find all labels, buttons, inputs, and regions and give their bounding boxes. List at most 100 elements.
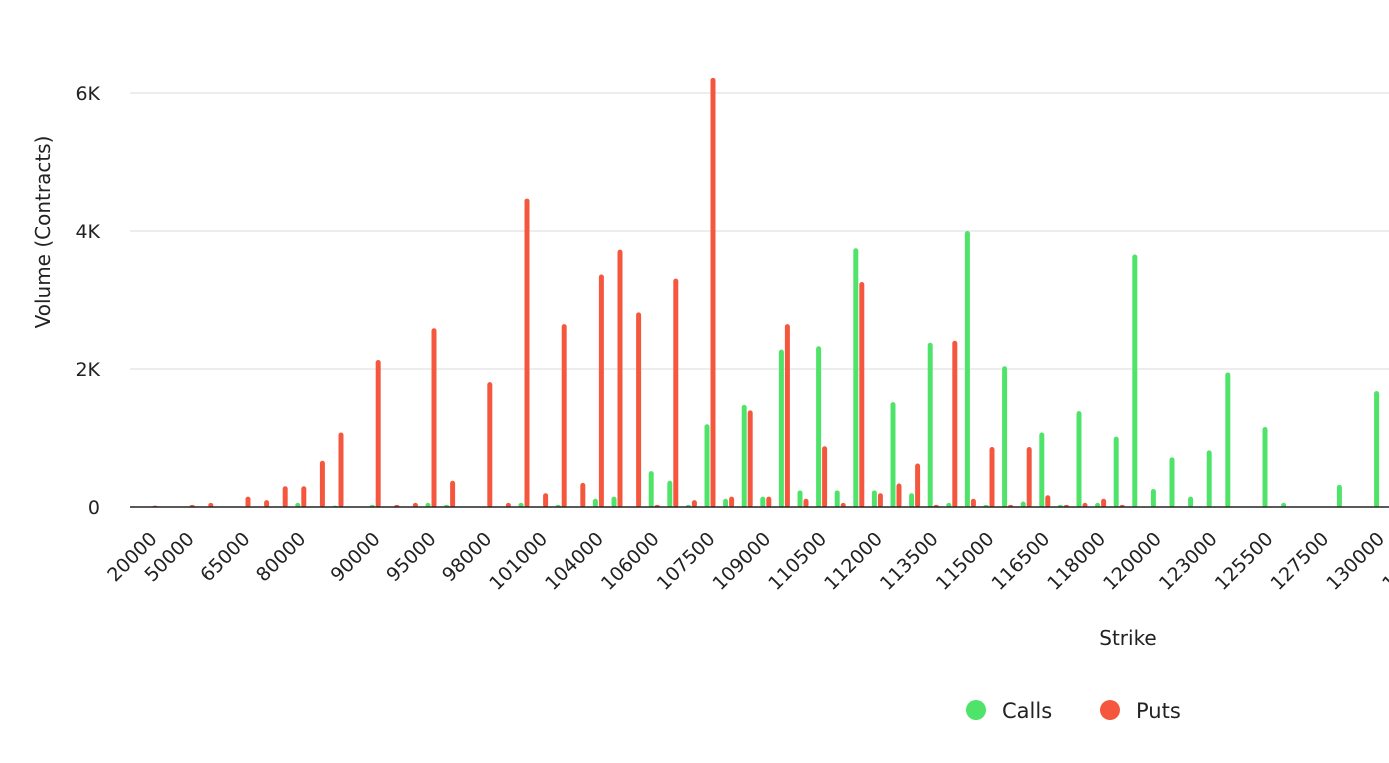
calls-bar[interactable] <box>871 490 877 508</box>
calls-bar[interactable] <box>927 342 933 508</box>
y-tick-label: 2K <box>75 359 100 381</box>
calls-bar[interactable] <box>611 496 617 508</box>
calls-bar[interactable] <box>1206 450 1212 508</box>
puts-bar[interactable] <box>301 486 307 508</box>
puts-bar[interactable] <box>989 446 995 508</box>
calls-bar[interactable] <box>1020 501 1026 508</box>
calls-bar[interactable] <box>834 490 840 508</box>
puts-bar[interactable] <box>524 198 530 508</box>
y-tick-labels: 0 2K 4K 6K <box>75 83 100 519</box>
x-tick-label: 65000 <box>196 528 254 586</box>
puts-bar[interactable] <box>450 480 456 508</box>
puts-bar[interactable] <box>673 278 679 508</box>
puts-bar[interactable] <box>970 498 976 508</box>
calls-bar[interactable] <box>1169 457 1175 508</box>
puts-bar[interactable] <box>598 274 604 508</box>
y-tick-label: 0 <box>88 497 100 519</box>
calls-bar[interactable] <box>853 248 859 508</box>
calls-bar[interactable] <box>1262 426 1268 508</box>
puts-bar[interactable] <box>784 324 790 508</box>
puts-bar[interactable] <box>636 312 642 508</box>
puts-bar[interactable] <box>319 460 325 508</box>
x-axis-title: Strike <box>1099 626 1157 650</box>
x-tick-label: 90000 <box>326 528 384 586</box>
puts-bar[interactable] <box>710 77 716 508</box>
puts-bar[interactable] <box>543 493 549 508</box>
puts-bar[interactable] <box>1026 446 1032 508</box>
puts-bar[interactable] <box>1045 495 1051 508</box>
calls-bar[interactable] <box>704 424 710 508</box>
puts-bar[interactable] <box>915 463 921 508</box>
x-tick-label: 109000 <box>708 528 775 595</box>
calls-bar[interactable] <box>1002 366 1008 508</box>
legend-item-puts[interactable]: Puts <box>1100 699 1181 723</box>
calls-bar[interactable] <box>1374 391 1380 508</box>
puts-bar[interactable] <box>822 446 828 508</box>
puts-bar[interactable] <box>691 500 697 508</box>
puts-bar[interactable] <box>245 496 251 508</box>
puts-bar[interactable] <box>859 282 865 508</box>
puts-legend-label: Puts <box>1136 699 1181 723</box>
puts-bar[interactable] <box>617 249 623 508</box>
puts-bar[interactable] <box>729 496 735 508</box>
x-tick-label: 112000 <box>820 528 887 595</box>
x-tick-label: 95000 <box>382 528 440 586</box>
calls-bar[interactable] <box>964 231 970 508</box>
puts-bar[interactable] <box>803 498 809 508</box>
puts-bar[interactable] <box>264 500 270 508</box>
calls-bar[interactable] <box>890 402 896 508</box>
x-tick-label: 120000 <box>1099 528 1166 595</box>
x-tick-label: 115000 <box>932 528 999 595</box>
calls-bar[interactable] <box>1113 436 1119 508</box>
puts-bar[interactable] <box>375 360 381 508</box>
x-tick-label: 118000 <box>1043 528 1110 595</box>
puts-bar[interactable] <box>766 496 772 508</box>
gridlines <box>130 92 1389 370</box>
calls-bar[interactable] <box>667 480 673 508</box>
x-tick-label: 123000 <box>1155 528 1222 595</box>
puts-bar[interactable] <box>487 382 493 508</box>
x-tick-label: 80000 <box>252 528 310 586</box>
calls-bar[interactable] <box>741 404 747 508</box>
x-tick-label: 107500 <box>653 528 720 595</box>
calls-bar[interactable] <box>1039 432 1045 508</box>
calls-bar[interactable] <box>909 493 915 508</box>
x-tick-label: 110500 <box>764 528 831 595</box>
calls-legend-label: Calls <box>1002 699 1052 723</box>
puts-bar[interactable] <box>580 482 586 508</box>
calls-bar[interactable] <box>1188 496 1194 508</box>
calls-bar[interactable] <box>816 346 822 508</box>
puts-bar[interactable] <box>952 340 958 508</box>
puts-bar[interactable] <box>896 483 902 508</box>
puts-bar[interactable] <box>561 324 567 508</box>
calls-bar[interactable] <box>778 349 784 508</box>
calls-bar[interactable] <box>592 498 598 508</box>
calls-bar[interactable] <box>1336 484 1342 508</box>
x-tick-label: 127500 <box>1266 528 1333 595</box>
puts-bar[interactable] <box>877 493 883 508</box>
x-tick-label: 113500 <box>876 528 943 595</box>
x-tick-label: 125500 <box>1211 528 1278 595</box>
calls-bar[interactable] <box>797 490 803 508</box>
puts-bar[interactable] <box>747 410 753 508</box>
puts-bar[interactable] <box>338 432 344 508</box>
calls-legend-dot <box>966 700 986 720</box>
calls-bar[interactable] <box>648 471 654 508</box>
calls-bar[interactable] <box>1076 411 1082 508</box>
x-tick-label: 116500 <box>987 528 1054 595</box>
calls-bar[interactable] <box>1225 372 1231 508</box>
calls-bar[interactable] <box>723 498 729 508</box>
calls-bar[interactable] <box>1132 254 1138 508</box>
puts-bar[interactable] <box>431 328 437 508</box>
calls-bar[interactable] <box>760 496 766 508</box>
x-tick-label: 104000 <box>541 528 608 595</box>
x-tick-label: 106000 <box>597 528 664 595</box>
legend: Calls Puts <box>966 699 1181 723</box>
calls-bar[interactable] <box>1150 489 1156 508</box>
legend-item-calls[interactable]: Calls <box>966 699 1052 723</box>
puts-bar[interactable] <box>282 486 288 508</box>
y-tick-label: 4K <box>75 221 100 243</box>
puts-bar[interactable] <box>1101 498 1107 508</box>
